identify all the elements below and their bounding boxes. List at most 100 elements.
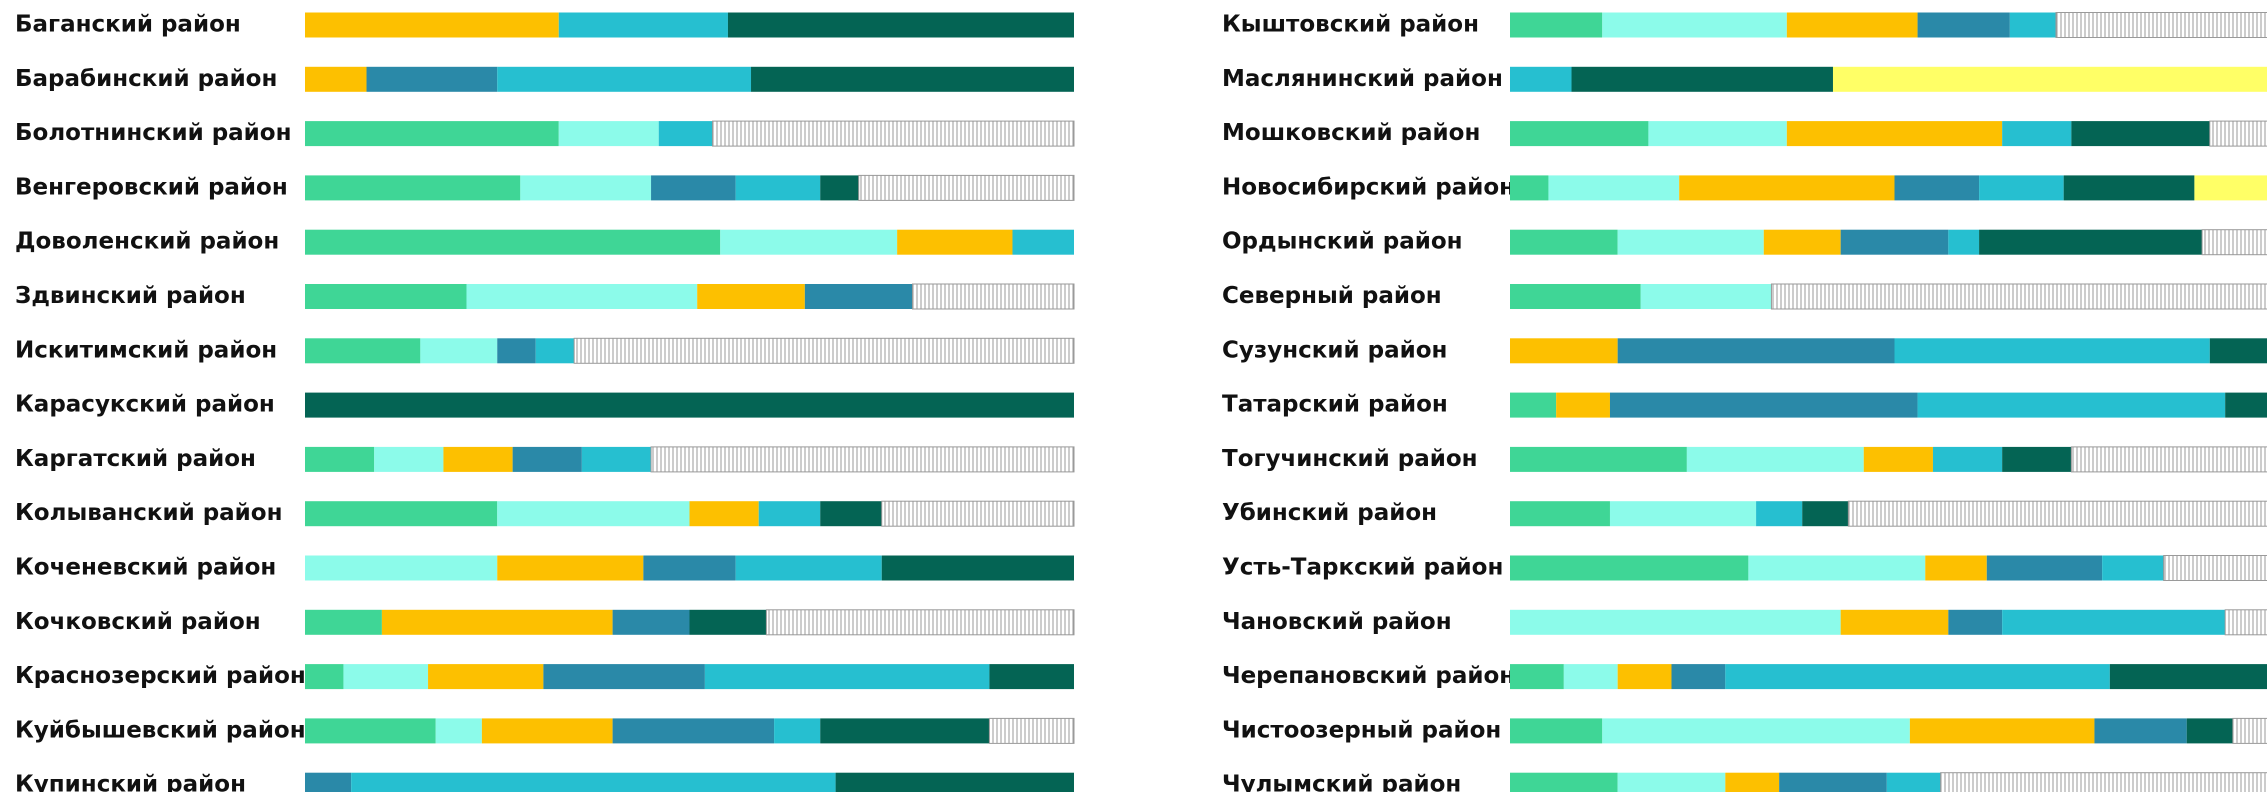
bar-segment xyxy=(435,718,482,744)
bar-segment xyxy=(1932,446,2003,472)
category-label: Убинский район xyxy=(1222,500,1437,526)
bar-segment xyxy=(612,609,690,635)
category-label: Куйбышевский район xyxy=(15,717,306,743)
bar-segment xyxy=(305,446,375,472)
hatched-segment xyxy=(2070,446,2267,473)
bar-segment xyxy=(2225,392,2267,418)
bar-segment xyxy=(2102,555,2164,581)
hatched-segment xyxy=(765,609,1075,636)
bar-segment xyxy=(481,718,613,744)
bar-segment xyxy=(1886,772,1941,792)
category-label: Кочковский район xyxy=(15,609,261,635)
bar-segment xyxy=(1948,229,1980,255)
bar-segment xyxy=(1786,12,1918,38)
bar-segment xyxy=(1556,392,1610,418)
bar-segment xyxy=(1510,718,1603,744)
bar-segment xyxy=(443,446,513,472)
bar-segment xyxy=(1756,501,1803,527)
bar-segment xyxy=(1917,12,2010,38)
hatched-segment xyxy=(2055,12,2267,38)
bar-segment xyxy=(305,609,382,635)
category-label: Каргатский район xyxy=(15,446,256,472)
bar-segment xyxy=(2009,12,2056,38)
bar-segment xyxy=(820,175,859,201)
hatched-segment xyxy=(881,500,1075,527)
bar-segment xyxy=(305,175,521,201)
bar-segment xyxy=(643,555,736,581)
bar-segment xyxy=(1863,446,1933,472)
category-label: Баганский район xyxy=(15,12,241,38)
bar-segment xyxy=(1510,229,1618,255)
bar-segment xyxy=(520,175,652,201)
bar-segment xyxy=(374,446,444,472)
bar-segment xyxy=(2109,664,2267,690)
hatched-segment xyxy=(2224,609,2267,636)
hatched-segment xyxy=(1770,283,2267,310)
category-label: Чулымский район xyxy=(1222,772,1461,792)
bar-segment xyxy=(1894,338,2210,364)
category-label: Краснозерский район xyxy=(15,663,306,689)
category-label: Венгеровский район xyxy=(15,174,288,200)
bar-segment xyxy=(720,229,898,255)
bar-segment xyxy=(1510,501,1610,527)
category-label: Усть-Таркский район xyxy=(1222,555,1503,581)
bar-segment xyxy=(1617,664,1672,690)
bar-segment xyxy=(1012,229,1074,255)
bar-segment xyxy=(689,501,759,527)
category-label: Барабинский район xyxy=(15,66,277,92)
category-label: Болотнинский район xyxy=(15,120,291,146)
category-label: Сузунский район xyxy=(1222,337,1447,363)
bar-segment xyxy=(305,392,1074,418)
bar-segment xyxy=(735,175,821,201)
bar-segment xyxy=(1548,175,1680,201)
hatched-segment xyxy=(1940,772,2267,792)
bar-segment xyxy=(1725,664,2110,690)
bar-segment xyxy=(1510,175,1549,201)
bar-segment xyxy=(497,338,536,364)
category-label: Северный район xyxy=(1222,283,1442,309)
bar-segment xyxy=(804,284,913,309)
category-label: Черепановский район xyxy=(1222,663,1515,689)
bar-segment xyxy=(1725,772,1780,792)
category-label: Искитимский район xyxy=(15,337,277,363)
bar-segment xyxy=(1510,446,1687,472)
category-label: Доволенский район xyxy=(15,229,279,255)
bar-segment xyxy=(2209,338,2267,364)
category-label: Карасукский район xyxy=(15,392,275,418)
bar-segment xyxy=(1802,501,1849,527)
bar-segment xyxy=(1840,229,1949,255)
bar-segment xyxy=(305,66,367,92)
bar-segment xyxy=(1510,664,1564,690)
bar-segment xyxy=(1648,121,1787,147)
bar-segment xyxy=(612,718,775,744)
hatched-segment xyxy=(858,174,1075,201)
hatched-segment xyxy=(712,120,1075,147)
bar-segment xyxy=(305,284,467,309)
bar-segment xyxy=(305,555,498,581)
category-label: Здвинский район xyxy=(15,283,246,309)
bar-segment xyxy=(1609,501,1757,527)
bar-segment xyxy=(1510,555,1749,581)
bar-segment xyxy=(697,284,805,309)
category-label: Колыванский район xyxy=(15,500,283,526)
bar-segment xyxy=(1679,175,1895,201)
bar-segment xyxy=(897,229,1013,255)
category-label: Чановский район xyxy=(1222,609,1452,635)
bar-segment xyxy=(820,718,990,744)
bar-segment xyxy=(428,664,544,690)
category-label: Ордынский район xyxy=(1222,229,1463,255)
bar-segment xyxy=(1779,772,1887,792)
bar-segment xyxy=(1617,772,1726,792)
bar-segment xyxy=(1948,609,2003,635)
category-label: Купинский район xyxy=(15,772,246,792)
bar-segment xyxy=(751,66,1074,92)
bar-segment xyxy=(735,555,882,581)
bar-segment xyxy=(1840,609,1949,635)
bar-segment xyxy=(704,664,990,690)
hatched-segment xyxy=(573,337,1075,364)
category-label: Маслянинский район xyxy=(1222,66,1503,92)
bar-segment xyxy=(351,772,836,792)
bar-segment xyxy=(343,664,429,690)
